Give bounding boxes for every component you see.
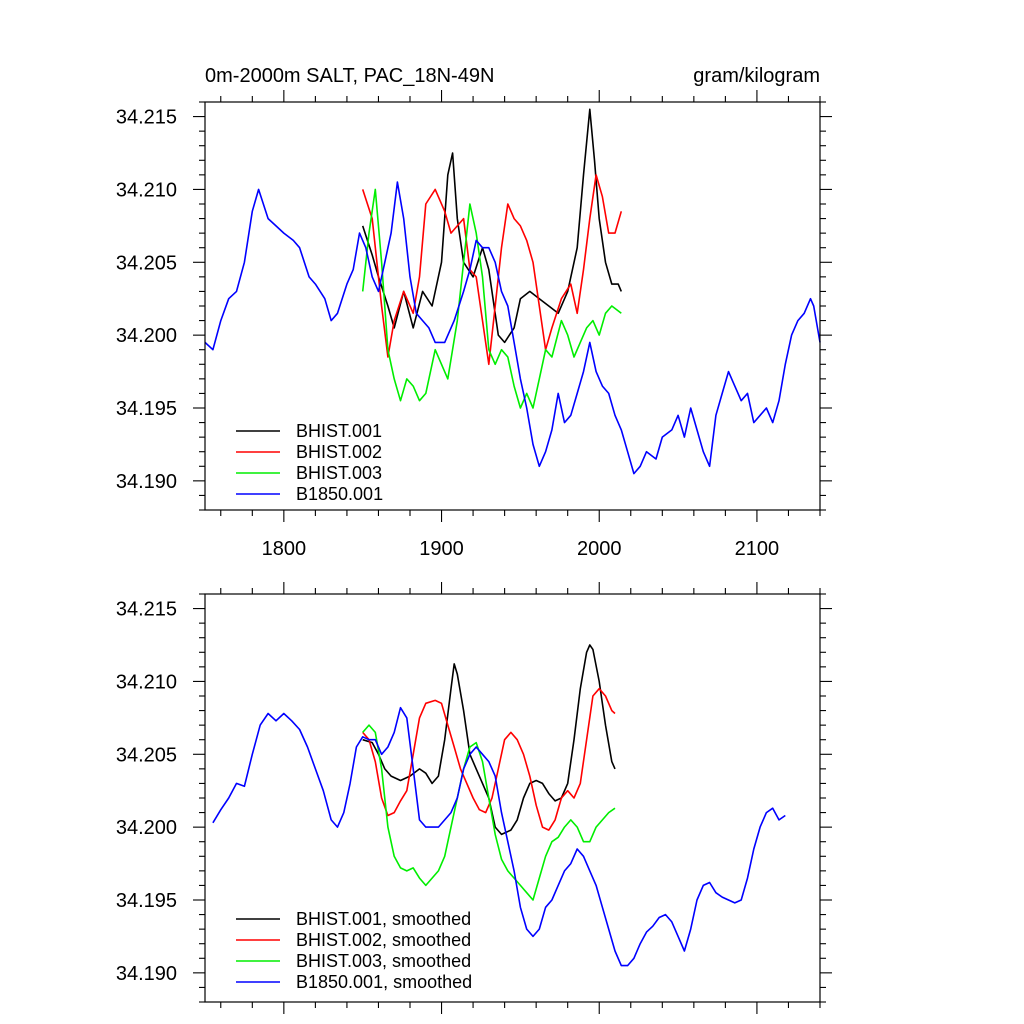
bottom-panel-series [212, 644, 786, 967]
y-tick-label: 34.195 [116, 398, 177, 420]
legend-label: BHIST.001, smoothed [296, 909, 471, 929]
legend-label: B1850.001 [296, 484, 383, 504]
series-line-b1850-001-smoothed [212, 706, 786, 967]
top-panel-series [204, 108, 821, 475]
series-line-bhist-001-smoothed [362, 644, 616, 836]
legend-label: B1850.001, smoothed [296, 972, 472, 992]
legend-label: BHIST.002, smoothed [296, 930, 471, 950]
series-line-bhist-002-smoothed [362, 687, 616, 831]
legend-label: BHIST.003, smoothed [296, 951, 471, 971]
series-line-bhist-003-smoothed [362, 724, 616, 901]
bottom-panel-frame [204, 593, 821, 1003]
x-tick-label: 2100 [735, 538, 780, 560]
y-tick-label: 34.190 [116, 963, 177, 985]
top-panel-title: 0m-2000m SALT, PAC_18N-49N [205, 65, 494, 87]
y-tick-label: 34.215 [116, 599, 177, 621]
legend-label: BHIST.002 [296, 442, 382, 462]
x-tick-label: 1800 [262, 538, 307, 560]
y-tick-label: 34.195 [116, 890, 177, 912]
top-panel-frame [204, 101, 821, 511]
bottom-panel-ticks: 34.190 34.195 34.200 34.205 34.210 34.215 [116, 582, 832, 1014]
y-tick-label: 34.200 [116, 325, 177, 347]
series-line-b1850-001 [204, 181, 821, 475]
bottom-panel: 34.190 34.195 34.200 34.205 34.210 34.215 BHI… [116, 582, 832, 1014]
y-tick-label: 34.210 [116, 671, 177, 693]
x-tick-label: 1900 [419, 538, 464, 560]
series-line-bhist-001 [361, 108, 623, 344]
top-panel-units: gram/kilogram [693, 65, 820, 87]
y-tick-label: 34.215 [116, 107, 177, 129]
top-panel-ticks: 1800 1900 2000 2100 34.190 34.195 34.200 34.205… [116, 90, 832, 560]
y-tick-label: 34.210 [116, 179, 177, 201]
top-panel: 0m-2000m SALT, PAC_18N-49N gram/kilogram… [116, 65, 832, 560]
legend-label: BHIST.001 [296, 421, 382, 441]
y-tick-label: 34.190 [116, 471, 177, 493]
x-tick-label: 2000 [577, 538, 622, 560]
legend-label: BHIST.003 [296, 463, 382, 483]
y-tick-label: 34.205 [116, 252, 177, 274]
y-tick-label: 34.205 [116, 744, 177, 766]
series-line-bhist-003 [361, 188, 622, 409]
y-tick-label: 34.200 [116, 817, 177, 839]
